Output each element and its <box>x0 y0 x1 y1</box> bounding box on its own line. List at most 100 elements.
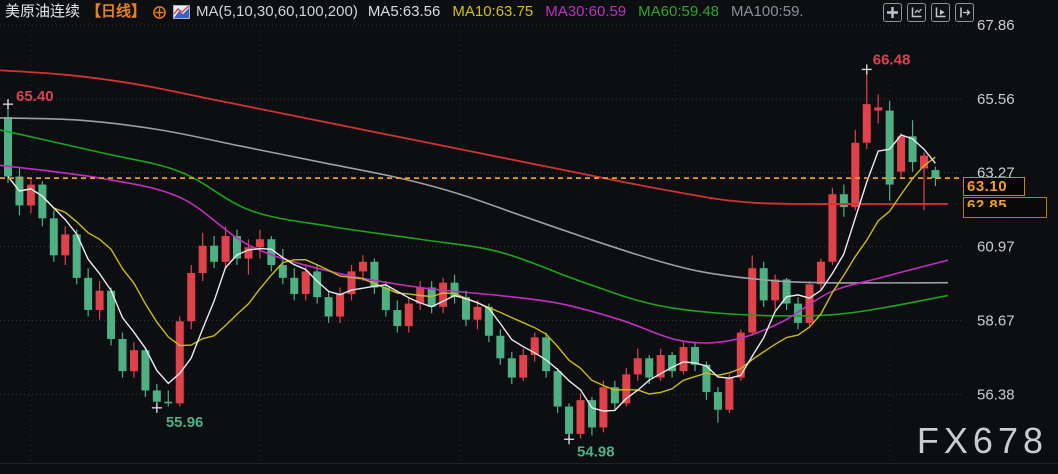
candle-body <box>565 406 574 434</box>
candle-body <box>530 337 539 356</box>
candle-body <box>473 306 482 320</box>
candle-body <box>633 358 642 375</box>
chart-header: 美原油连续 【日线】 MA(5,10,30,60,100,200) MA5:63… <box>5 3 816 21</box>
candle-body <box>771 279 780 301</box>
candle-body <box>141 350 150 391</box>
candle-body <box>301 271 310 294</box>
candle-body <box>358 261 367 272</box>
candle-body <box>862 104 871 143</box>
candle-body <box>244 247 253 259</box>
ma60-line <box>0 129 949 317</box>
candle-body <box>175 321 184 404</box>
candle-body <box>393 310 402 327</box>
candle-body <box>164 401 173 404</box>
candle-body <box>26 184 35 206</box>
candle-body <box>129 350 138 372</box>
price-scale-icon[interactable] <box>907 3 926 22</box>
candle-body <box>897 136 906 172</box>
price-annotation: 65.40 <box>16 88 54 105</box>
candle-body <box>519 355 528 378</box>
candle-body <box>290 277 299 294</box>
auto-scroll-icon[interactable] <box>931 3 950 22</box>
ma60-value-label: MA60:59.48 <box>638 3 720 20</box>
candle-body <box>381 287 390 311</box>
candle-body <box>885 110 894 185</box>
candle-body <box>233 236 241 259</box>
candle-body <box>210 245 219 262</box>
candle-body <box>576 400 585 434</box>
ma200-line <box>0 69 949 206</box>
candle-body <box>450 282 459 298</box>
price-annotation: 54.98 <box>577 443 615 460</box>
candle-body <box>542 337 551 372</box>
candle-body <box>794 303 803 323</box>
ma30-value-label: MA30:60.59 <box>545 3 627 20</box>
candle-body <box>610 387 619 404</box>
axis-label: 67.86 <box>977 17 1015 34</box>
candle-body <box>187 273 196 322</box>
candle-body <box>118 338 127 372</box>
candle-body <box>702 364 711 393</box>
candle-body <box>267 239 276 265</box>
candle-body <box>587 400 596 428</box>
chart-toolbar <box>883 3 974 22</box>
candle-body <box>49 218 58 256</box>
ma5-value-label: MA5:63.56 <box>367 3 441 20</box>
ma10-value-label: MA10:63.75 <box>452 3 534 20</box>
candle-body <box>198 245 207 274</box>
candle-body <box>84 277 93 311</box>
candle-body <box>725 377 734 410</box>
price-annotation: 55.96 <box>166 414 204 431</box>
secondary-price-value: 62.85 <box>967 198 1008 208</box>
candle-body <box>931 170 940 179</box>
candle-body <box>622 374 631 404</box>
candle-body <box>679 347 688 372</box>
candle-body <box>4 117 12 177</box>
candle-body <box>336 293 345 317</box>
candle-body <box>484 306 493 336</box>
symbol-title: 美原油连续 <box>5 3 81 20</box>
candle-body <box>553 371 562 407</box>
extreme-marker-cross <box>564 434 575 445</box>
candle-body <box>748 268 757 333</box>
candle-body <box>851 142 860 208</box>
candle-body <box>645 358 654 378</box>
candle-body <box>691 347 699 365</box>
candle-body <box>816 261 825 285</box>
go-to-latest-icon[interactable] <box>955 3 974 22</box>
candle-body <box>736 332 745 378</box>
pan-move-icon[interactable] <box>883 3 902 22</box>
candle-body <box>278 264 287 278</box>
ma5-line <box>7 134 936 412</box>
ma100-line <box>0 117 949 284</box>
candle-body <box>72 234 81 278</box>
axis-label: 58.67 <box>977 313 1015 330</box>
target-settings-icon[interactable] <box>152 5 167 20</box>
candle-body <box>839 194 848 208</box>
candle-body <box>152 390 161 402</box>
extreme-marker-cross <box>151 402 162 413</box>
candle-body <box>370 261 379 288</box>
candle-body <box>507 358 516 378</box>
candle-body <box>313 271 322 298</box>
candle-body <box>38 184 47 219</box>
candle-body <box>439 282 448 307</box>
candle-body <box>255 239 264 248</box>
candle-body <box>404 303 413 327</box>
timeframe-selector[interactable]: 【日线】 <box>86 3 147 20</box>
candle-body <box>599 387 608 428</box>
indicator-chart-icon[interactable] <box>173 5 191 19</box>
ma30-line <box>0 164 949 344</box>
axis-label: 60.97 <box>977 239 1015 256</box>
secondary-price-tag: 62.85 <box>963 197 1047 219</box>
candle-body <box>462 297 470 320</box>
candle-body <box>908 136 917 163</box>
candle-body <box>347 271 356 294</box>
candle-body <box>713 392 722 410</box>
axis-label: 65.56 <box>977 91 1015 108</box>
extreme-marker-cross <box>3 99 13 110</box>
candle-body <box>874 107 883 111</box>
candle-body <box>61 234 70 256</box>
